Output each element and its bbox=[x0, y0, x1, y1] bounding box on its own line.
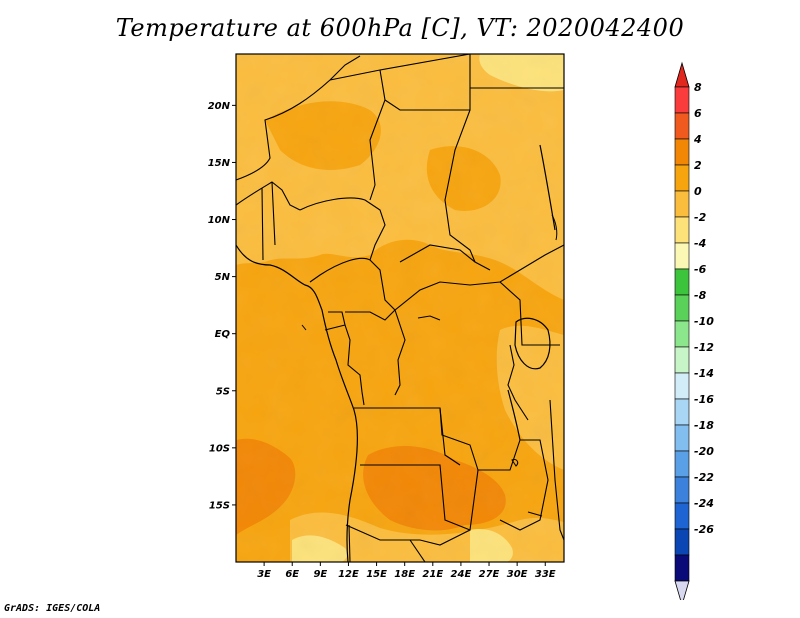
country-borders bbox=[236, 54, 564, 562]
lat-tick-label: 5S bbox=[216, 386, 230, 397]
colorbar-segment bbox=[674, 242, 690, 270]
colorbar-segment bbox=[674, 164, 690, 192]
longitude-axis: 3E 6E 9E 12E 15E 18E 21E 24E 27E 30E 33E bbox=[257, 562, 556, 580]
map-frame bbox=[235, 53, 565, 563]
colorbar-label: 0 bbox=[694, 185, 702, 198]
colorbar-label: 2 bbox=[694, 159, 702, 172]
colorbar-label: -16 bbox=[694, 393, 714, 406]
colorbar-segment bbox=[674, 554, 690, 582]
lat-tick-label: 10S bbox=[209, 443, 230, 454]
lon-tick-label: 27E bbox=[479, 569, 500, 580]
lon-tick-label: 21E bbox=[422, 569, 443, 580]
colorbar-segment bbox=[674, 424, 690, 452]
colorbar-label: -22 bbox=[694, 471, 714, 484]
lon-tick-label: 33E bbox=[535, 569, 556, 580]
lon-tick-label: 9E bbox=[313, 569, 327, 580]
colorbar-segment bbox=[674, 268, 690, 296]
colorbar-bottom-arrow bbox=[674, 580, 690, 600]
colorbar-label: 8 bbox=[694, 81, 702, 94]
lon-tick-label: 15E bbox=[366, 569, 387, 580]
colorbar-segment bbox=[674, 346, 690, 374]
lat-tick-label: 10N bbox=[208, 215, 231, 226]
temperature-field bbox=[236, 54, 564, 562]
colorbar-label: -12 bbox=[694, 341, 714, 354]
lat-tick-label: 5N bbox=[215, 272, 231, 283]
colorbar-label: -14 bbox=[694, 367, 714, 380]
colorbar-segment bbox=[674, 320, 690, 348]
colorbar-label: -6 bbox=[694, 263, 707, 276]
lon-tick-label: 12E bbox=[338, 569, 359, 580]
lon-tick-label: 24E bbox=[451, 569, 472, 580]
lon-tick-label: 18E bbox=[394, 569, 415, 580]
latitude-axis: 20N 15N 10N 5N EQ 5S 10S 15S bbox=[208, 101, 236, 511]
colorbar-label: -10 bbox=[694, 315, 714, 328]
lat-tick-label: 15N bbox=[208, 158, 231, 169]
colorbar-segment bbox=[674, 190, 690, 218]
map-figure: 3E 6E 9E 12E 15E 18E 21E 24E 27E 30E 33E 20N 15N 10N… bbox=[208, 53, 714, 600]
colorbar-segment bbox=[674, 372, 690, 400]
colorbar-segment bbox=[674, 476, 690, 504]
colorbar-label: -26 bbox=[694, 523, 714, 536]
map-title: Temperature at 600hPa [C], VT: 202004240… bbox=[115, 14, 685, 42]
colorbar-segment bbox=[674, 86, 690, 114]
colorbar-label: -4 bbox=[694, 237, 706, 250]
colorbar-label: -20 bbox=[694, 445, 714, 458]
colorbar-segment bbox=[674, 294, 690, 322]
colorbar: 8 6 4 2 0 -2 -4 -6 -8 -10 -12 -14 -16 -18 -20 -22 -24 -26 bbox=[674, 61, 714, 600]
lat-tick-label: EQ bbox=[215, 329, 231, 340]
lon-tick-label: 30E bbox=[507, 569, 528, 580]
lat-tick-label: 15S bbox=[209, 500, 230, 511]
colorbar-label: -24 bbox=[694, 497, 714, 510]
lakes bbox=[301, 214, 558, 517]
colorbar-top-arrow bbox=[674, 61, 690, 88]
colorbar-label: 4 bbox=[693, 133, 702, 146]
colorbar-segment bbox=[674, 502, 690, 530]
colorbar-segment bbox=[674, 112, 690, 140]
colorbar-segment bbox=[674, 450, 690, 478]
colorbar-label: -18 bbox=[694, 419, 714, 432]
colorbar-label: -2 bbox=[694, 211, 707, 224]
lon-tick-label: 3E bbox=[257, 569, 271, 580]
field-noise bbox=[236, 54, 564, 562]
colorbar-segment bbox=[674, 398, 690, 426]
colorbar-label: -8 bbox=[694, 289, 707, 302]
colorbar-label: 6 bbox=[694, 107, 702, 120]
coastlines bbox=[236, 144, 556, 562]
lat-tick-label: 20N bbox=[208, 101, 231, 112]
colorbar-segment bbox=[674, 216, 690, 244]
credit-label: GrADS: IGES/COLA bbox=[4, 603, 101, 614]
colorbar-segment bbox=[674, 528, 690, 556]
lon-tick-label: 6E bbox=[285, 569, 299, 580]
colorbar-segment bbox=[674, 138, 690, 166]
